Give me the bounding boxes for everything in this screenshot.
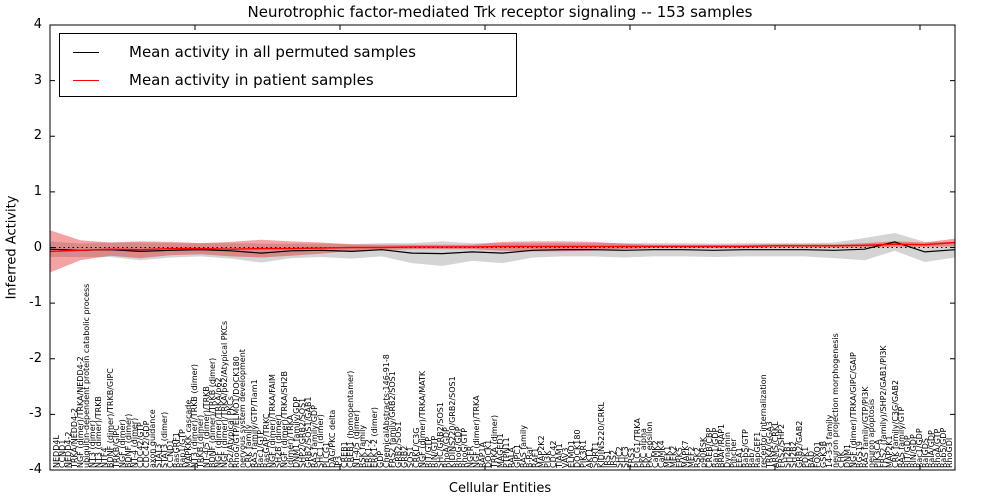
y-tick-label: 0: [33, 239, 42, 255]
y-tick-label: 4: [33, 17, 42, 32]
x-category-label: neuron projection morphogenesis: [831, 333, 841, 468]
x-axis-label: Cellular Entities: [448, 481, 552, 496]
y-tick-label: 2: [33, 128, 42, 144]
y-tick-label: -4: [29, 462, 42, 477]
legend-label-patient: Mean activity in patient samples: [129, 71, 374, 89]
patient-confidence-band: [50, 230, 955, 273]
legend-item-patient: Mean activity in patient samples: [60, 69, 374, 91]
legend-item-permuted: Mean activity in all permuted samples: [60, 41, 416, 63]
y-tick-label: -3: [29, 406, 42, 422]
y-tick-label: 3: [33, 72, 42, 88]
legend-line-patient-icon: [73, 79, 99, 81]
permuted-confidence-band: [50, 233, 955, 266]
permuted-mean-line: [49, 241, 956, 255]
y-tick-label: 1: [33, 183, 42, 199]
x-category-label: RhoGDI: [945, 437, 954, 468]
patient-mean-line: [49, 241, 956, 253]
y-tick-label: -2: [29, 350, 42, 366]
y-tick-label: -1: [29, 295, 42, 311]
legend-label-permuted: Mean activity in all permuted samples: [129, 43, 416, 61]
legend: Mean activity in all permuted samples Me…: [59, 33, 517, 97]
chart-title: Neurotrophic factor-mediated Trk recepto…: [247, 3, 753, 21]
legend-line-permuted-icon: [73, 51, 99, 53]
